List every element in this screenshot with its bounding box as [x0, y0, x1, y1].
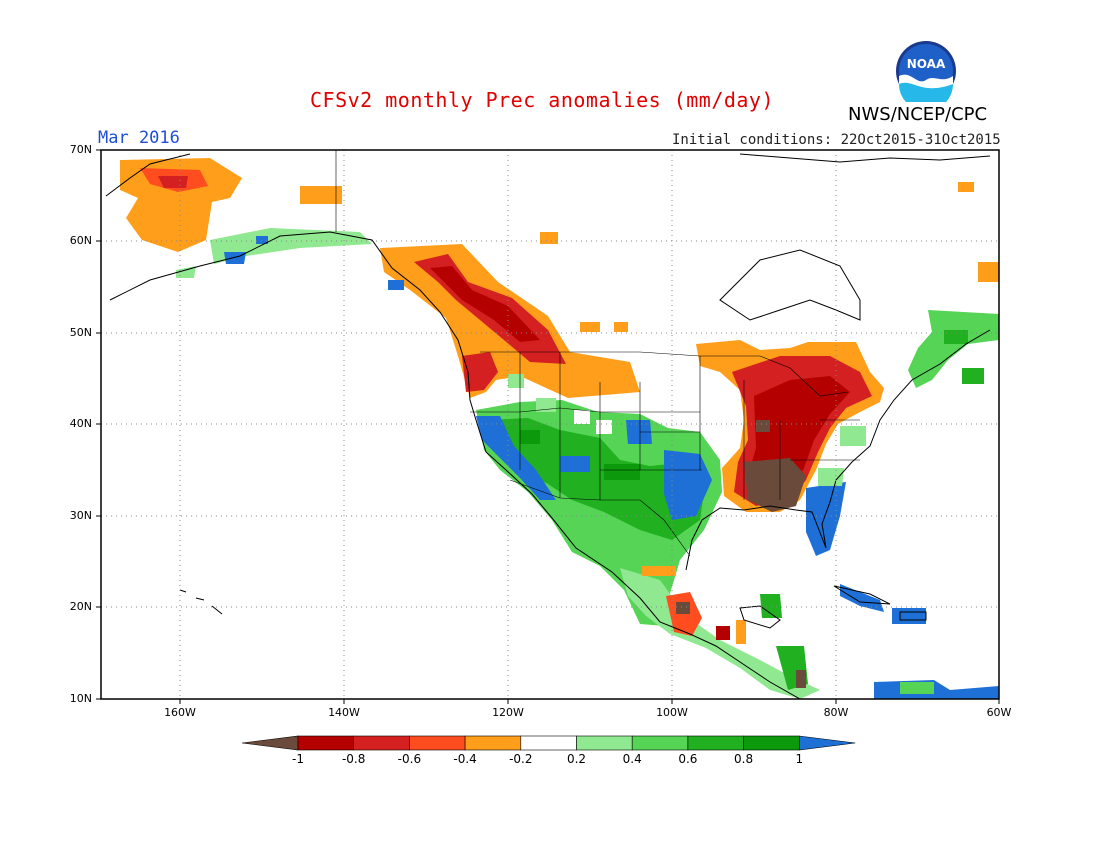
noaa-logo-icon: NOAA: [895, 40, 957, 102]
colorbar-tick-label: -0.2: [509, 752, 533, 766]
colorbar: [241, 735, 856, 751]
atlantic-canada-wet-region: [908, 310, 999, 388]
colorbar-swatch: [576, 735, 633, 751]
alaska-dry-region: [120, 158, 999, 282]
colorbar-tick-label: -0.6: [397, 752, 422, 766]
colorbar-swatch: [743, 735, 800, 751]
caribbean-wet-region: [840, 584, 999, 699]
colorbar-swatch: [297, 735, 355, 751]
colorbar-tick-label: 0.4: [622, 752, 642, 766]
coastlines: [105, 153, 991, 699]
organization-label: NWS/NCEP/CPC: [848, 104, 988, 125]
eastern-us-dry-region: [696, 340, 884, 512]
lon-label-80w: 80W: [823, 706, 849, 719]
colorbar-swatch: [520, 735, 577, 751]
colorbar-tick-label: 0.6: [678, 752, 698, 766]
anomaly-field: [105, 150, 999, 699]
colorbar-swatch: [631, 735, 689, 751]
colorbar-swatch: [353, 735, 410, 751]
lat-label-30n: 30N: [69, 509, 92, 522]
lat-label-70n: 70N: [69, 143, 92, 156]
map-title: CFSv2 monthly Prec anomalies (mm/day): [310, 88, 775, 112]
noaa-logo-text: NOAA: [907, 57, 946, 71]
lat-label-20n: 20N: [69, 600, 92, 613]
initial-conditions-label: Initial conditions: 22Oct2015-31Oct2015: [672, 132, 1001, 148]
colorbar-tick-label: -0.8: [341, 752, 366, 766]
pacific-northwest-dry-band: [380, 244, 640, 398]
colorbar-tick-label: -0.4: [453, 752, 477, 766]
lat-label-40n: 40N: [69, 417, 92, 430]
lon-label-140w: 140W: [328, 706, 360, 719]
colorbar-arrow-high: [798, 735, 856, 751]
lat-label-10n: 10N: [69, 692, 92, 705]
colorbar-tick-label: -1: [292, 752, 304, 766]
axis-ticks: [96, 149, 1000, 704]
lat-label-50n: 50N: [69, 326, 92, 339]
lon-label-160w: 160W: [164, 706, 196, 719]
lon-label-120w: 120W: [492, 706, 524, 719]
colorbar-swatch: [687, 735, 744, 751]
valid-month-label: Mar 2016: [98, 128, 180, 148]
lon-label-60w: 60W: [986, 706, 1012, 719]
political-borders: [335, 150, 860, 557]
mexico-central-america-region: [620, 566, 820, 699]
lon-label-100w: 100W: [656, 706, 688, 719]
lat-label-60n: 60N: [69, 234, 92, 247]
colorbar-arrow-low: [241, 735, 299, 751]
colorbar-swatch: [409, 735, 466, 751]
colorbar-tick-label: 1: [795, 752, 804, 766]
colorbar-tick-label: 0.2: [566, 752, 587, 766]
colorbar-tick-label: 0.8: [734, 752, 754, 766]
colorbar-swatch: [464, 735, 522, 751]
